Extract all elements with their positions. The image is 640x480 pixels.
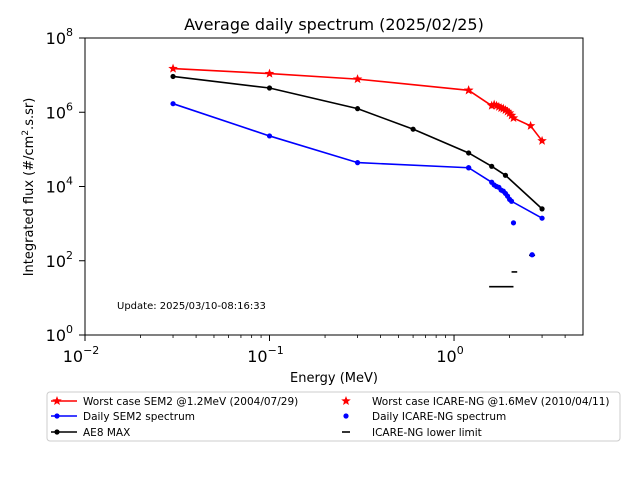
series-2 xyxy=(170,73,545,212)
data-point-3-0 xyxy=(463,85,474,95)
data-point-3-13 xyxy=(537,135,547,145)
data-point-2-3 xyxy=(410,126,416,132)
data-point-3-11 xyxy=(508,113,519,123)
data-point-3-12 xyxy=(525,120,536,130)
data-point-4-0 xyxy=(466,165,472,171)
legend-dot-marker xyxy=(343,413,349,419)
series-1 xyxy=(170,101,472,171)
data-point-2-6 xyxy=(502,172,509,178)
data-point-3-8 xyxy=(502,106,513,116)
data-point-0-2 xyxy=(352,74,363,84)
data-point-1-2 xyxy=(354,160,361,166)
data-point-2-0 xyxy=(170,73,176,80)
plot-frame xyxy=(84,37,584,336)
data-point-1-1 xyxy=(266,133,273,139)
series-0 xyxy=(168,63,474,95)
legend-label-2: Daily SEM2 spectrum xyxy=(83,411,195,423)
series-line-1 xyxy=(172,102,469,169)
y-tick-label-1: 102 xyxy=(46,249,73,271)
legend-star-marker xyxy=(341,396,351,406)
data-point-3-9 xyxy=(504,108,515,118)
y-tick-label-2: 104 xyxy=(46,175,73,197)
x-tick-label-1: 10−1 xyxy=(247,344,284,366)
chart-title: Average daily spectrum (2025/02/25) xyxy=(184,15,484,34)
legend-item-5: ICARE-NG lower limit xyxy=(342,427,482,439)
legend-label-1: Worst case ICARE-NG @1.6MeV (2010/04/11) xyxy=(372,396,610,408)
legend-frame xyxy=(46,391,621,442)
y-tick-label-4: 108 xyxy=(46,26,73,48)
x-tick-label-0: 10−2 xyxy=(63,344,100,366)
series-6 xyxy=(489,254,536,288)
legend-item-2: Daily SEM2 spectrum xyxy=(51,411,195,423)
y-axis-label: Integrated flux (#/cm2.s.sr) xyxy=(21,98,37,277)
data-point-5-0 xyxy=(510,220,517,226)
data-point-3-1 xyxy=(486,100,497,110)
data-point-3-6 xyxy=(498,103,509,113)
y-tick-label-3: 106 xyxy=(46,100,73,122)
series-5 xyxy=(510,220,517,226)
y-tick-label-0: 100 xyxy=(46,323,73,345)
series-4 xyxy=(466,165,545,221)
series-line-3 xyxy=(468,89,543,142)
data-point-2-2 xyxy=(354,106,361,112)
data-point-4-11 xyxy=(539,215,545,221)
legend-label-5: ICARE-NG lower limit xyxy=(372,427,482,439)
data-point-0-1 xyxy=(264,68,275,78)
legend-item-4: AE8 MAX xyxy=(51,427,130,439)
plot-area xyxy=(168,63,547,288)
data-point-3-10 xyxy=(506,110,517,120)
series-line-2 xyxy=(172,75,543,210)
axes: 10−2 10−1 100 100 102 104 106 108 xyxy=(46,26,584,366)
data-point-3-4 xyxy=(494,101,504,111)
legend-item-3: Daily ICARE-NG spectrum xyxy=(343,411,506,423)
series-3 xyxy=(463,85,547,145)
x-tick-label-2: 100 xyxy=(436,344,463,366)
data-point-4-10 xyxy=(508,198,515,204)
data-point-0-0 xyxy=(168,63,178,73)
legend-item-1: Worst case ICARE-NG @1.6MeV (2010/04/11) xyxy=(341,396,610,408)
legend-label-4: AE8 MAX xyxy=(83,427,130,439)
series-7 xyxy=(529,252,535,258)
legend-star-marker xyxy=(52,396,62,406)
legend-dot-marker xyxy=(54,429,60,435)
series-line-0 xyxy=(172,67,469,92)
data-point-2-7 xyxy=(539,206,545,212)
legend: Worst case SEM2 @1.2MeV (2004/07/29) Wors… xyxy=(46,391,621,442)
legend-label-0: Worst case SEM2 @1.2MeV (2004/07/29) xyxy=(83,396,298,408)
x-axis-label: Energy (MeV) xyxy=(290,371,378,386)
legend-label-3: Daily ICARE-NG spectrum xyxy=(372,411,506,423)
legend-dot-marker xyxy=(54,413,60,419)
data-point-2-1 xyxy=(266,85,273,91)
update-annotation: Update: 2025/03/10-08:16:33 xyxy=(117,301,266,312)
data-point-2-4 xyxy=(466,150,472,156)
legend-item-0: Worst case SEM2 @1.2MeV (2004/07/29) xyxy=(51,396,298,408)
data-point-7-0 xyxy=(529,252,535,258)
data-point-1-0 xyxy=(170,101,176,107)
data-point-2-5 xyxy=(489,163,495,169)
data-point-3-7 xyxy=(500,105,511,115)
